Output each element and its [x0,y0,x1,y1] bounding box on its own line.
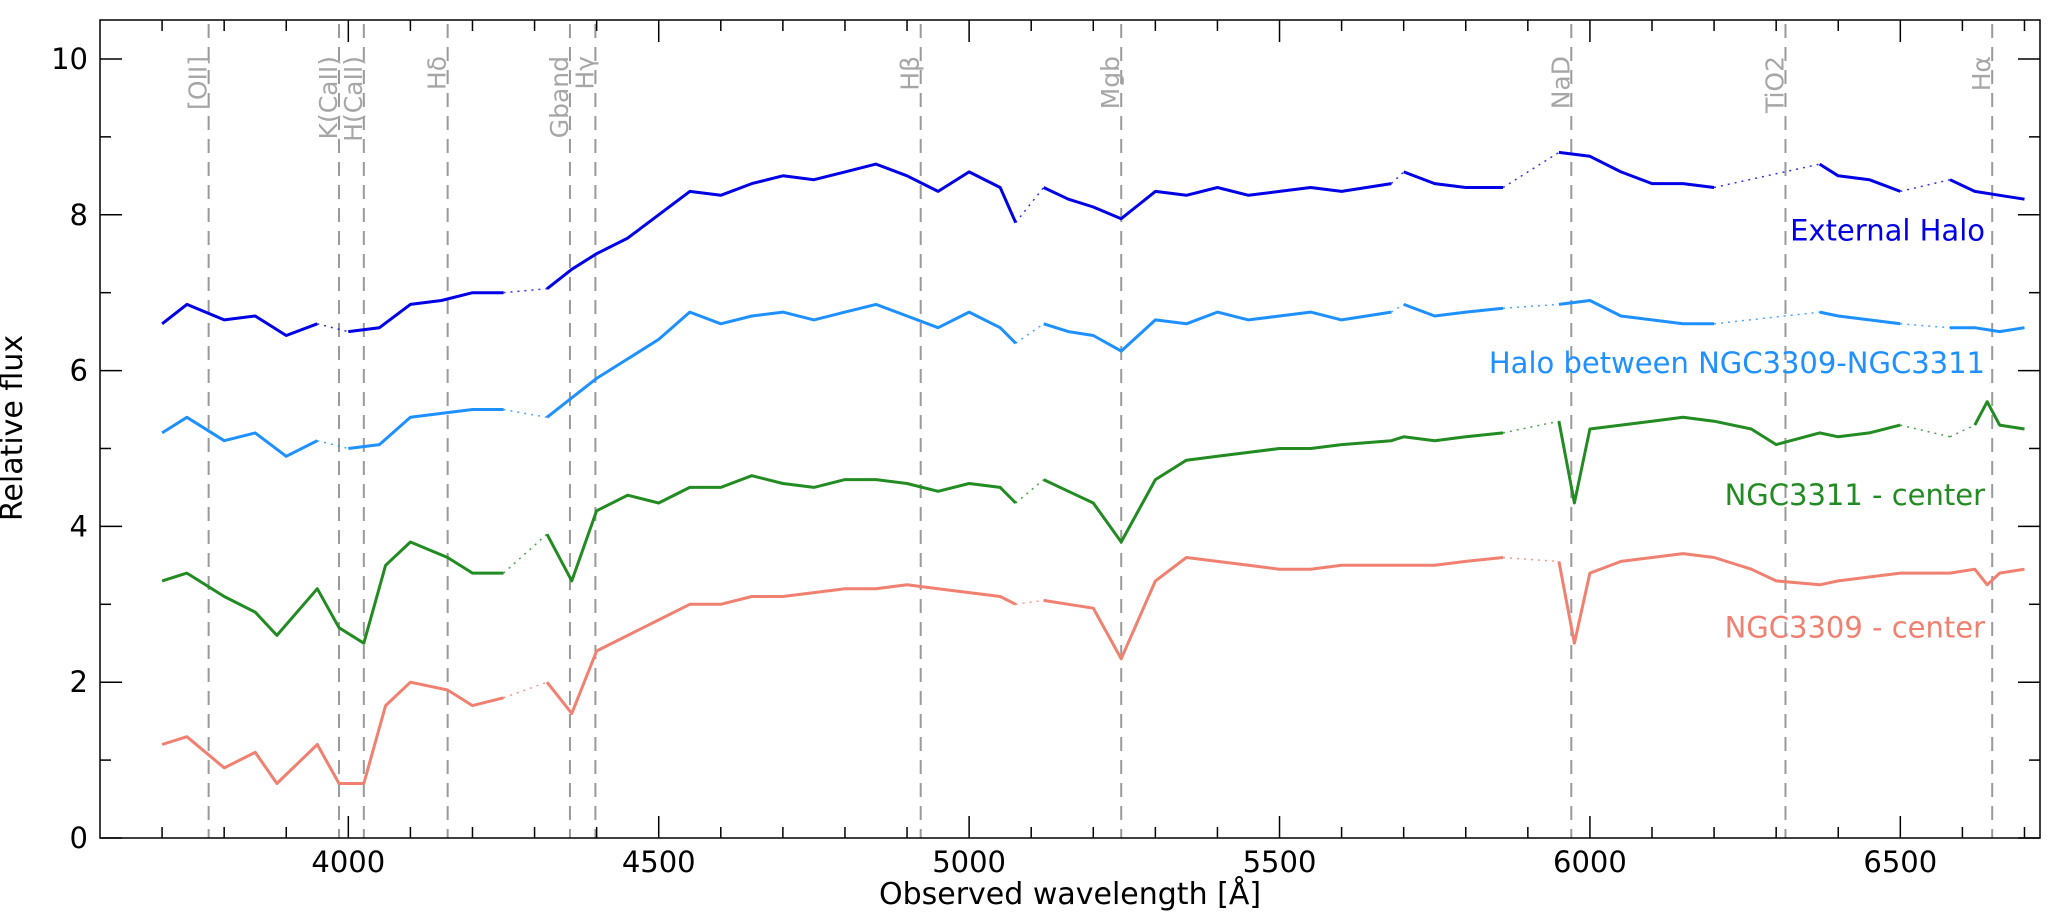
series-gap-connector [503,408,548,419]
series-gap-connector [317,439,349,450]
series-gap-connector [1390,303,1405,313]
spectral-line-label: Hα [1967,56,1996,91]
y-tick-label: 10 [51,42,88,76]
spectral-line-label: TiO2 [1760,56,1789,114]
spectral-line-label: NaD [1546,56,1575,109]
x-tick-label: 6500 [1863,845,1937,879]
x-tick-label: 5500 [1243,845,1317,879]
series-gap-connector [1713,163,1820,189]
series-line-segment [161,302,318,337]
series-line-segment [1043,556,1504,661]
series-gap-connector [503,681,548,699]
series-gap-connector [503,288,548,294]
series-line-segment [161,540,504,645]
series-line-segment [1043,310,1392,353]
series-gap-connector [1502,151,1560,189]
series-gap-connector [1015,479,1045,504]
series-label: NGC3311 - center [1725,478,1985,512]
series-gap-connector [1015,599,1044,606]
series-gap-connector [1015,323,1045,344]
series-gap-connector [1713,311,1820,325]
y-tick-label: 2 [70,665,88,699]
spectral-line-label: Mgb [1096,56,1125,109]
y-tick-label: 4 [70,509,88,543]
series-line-segment [1819,310,1901,326]
series-line-segment [1558,150,1715,189]
series-line-segment [1973,400,2025,431]
series-line-segment [546,162,1018,290]
series-gap-connector [1949,424,1976,438]
x-tick-label: 5000 [932,845,1006,879]
spectral-line-label: H(CaII) [339,56,368,142]
series-line-segment [1950,326,2025,334]
series-gap-connector [1390,171,1405,185]
series-line-segment [161,680,504,785]
series-line-segment [546,302,1017,419]
series-line-segment [1403,170,1503,189]
series-line-segment [1403,302,1504,318]
axis-ticks: 4000 4500 5000 5500 6000 6500 0 2 4 6 8 10 [51,20,2040,879]
series-gap-connector [1015,187,1045,224]
spectral-line-label: Hδ [423,56,452,90]
series-line-segment [348,408,504,450]
series-line-segment [1042,182,1392,221]
series-layer: External Halo Halo between NGC3309-NGC331… [161,150,2025,785]
spectral-line-label: Gband [545,56,574,138]
series-gap-connector [1502,303,1559,309]
series-label: Halo between NGC3309-NGC3311 [1489,346,1985,380]
series-line-segment [545,474,1017,583]
series-gap-connector [1900,323,1951,329]
series-gap-connector [1502,420,1560,434]
series-line-segment [1818,162,1901,193]
series-line-segment [348,291,504,334]
series-line-segment [1949,178,2025,201]
series-line-segment [1558,299,1715,326]
x-tick-label: 6000 [1553,845,1627,879]
series-label: External Halo [1790,213,1985,247]
series-gap-connector [1900,178,1951,193]
series-label: NGC3309 - center [1725,611,1985,645]
series-gap-connector [1900,424,1951,438]
x-tick-label: 4000 [311,845,385,879]
spectral-line-label: K(CaII) [314,56,343,139]
spectral-line-label: [OII] [184,56,213,110]
series-line-segment [1557,415,1901,505]
x-axis-title: Observed wavelength [Å] [879,876,1261,912]
plot-frame [99,19,2041,839]
series-line-segment [545,583,1017,715]
series-line-segment [1557,552,2025,645]
series-line-segment [161,415,318,458]
series-gap-connector [317,323,349,333]
spectral-line-label: Hγ [570,56,599,90]
y-tick-label: 8 [70,198,88,232]
y-tick-label: 0 [70,821,88,855]
y-axis-title: Relative flux [0,335,30,521]
y-tick-label: 6 [70,354,88,388]
spectral-line-label: Hβ [896,56,925,91]
series-gap-connector [503,533,548,574]
x-tick-label: 4500 [622,845,696,879]
series-gap-connector [1502,556,1559,563]
series-line-segment [1042,431,1504,544]
